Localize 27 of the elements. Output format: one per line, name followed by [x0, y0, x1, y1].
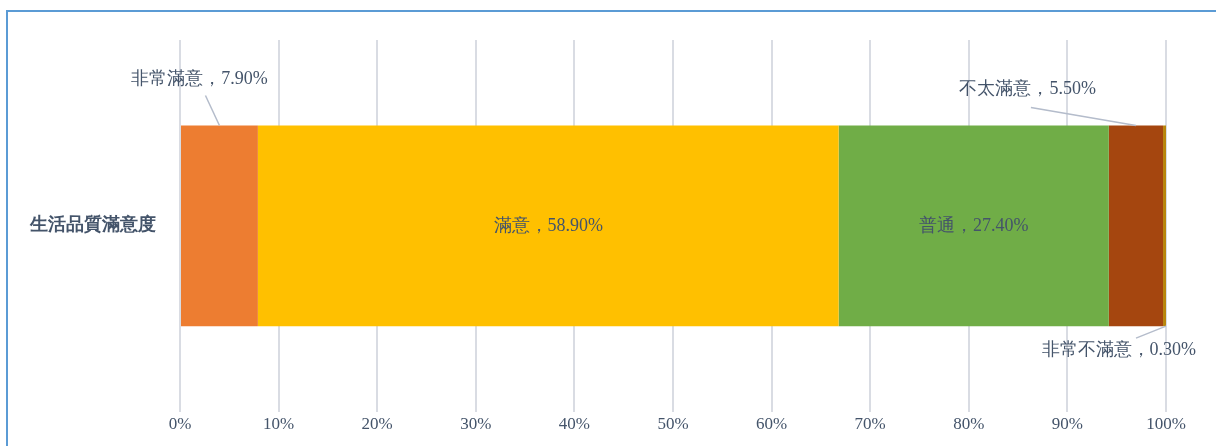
x-tick-label: 10%: [263, 414, 295, 434]
x-tick-label: 70%: [854, 414, 886, 434]
x-tick-label: 0%: [168, 414, 192, 434]
series-label: 普通: [918, 214, 955, 235]
series-label: 滿意: [493, 214, 530, 235]
x-tick-label: 40%: [558, 414, 590, 434]
x-tick-label: 80%: [953, 414, 985, 434]
bar: [257, 125, 839, 327]
bar: [1108, 125, 1164, 327]
bar: [838, 125, 1109, 327]
x-tick-label: 50%: [657, 414, 689, 434]
text: 不太滿意: [959, 78, 1032, 99]
data-label: ，7.90%: [203, 68, 268, 89]
series-label: 非常不滿意: [1041, 338, 1132, 359]
bar: [181, 125, 258, 327]
x-tick-label: 90%: [1051, 414, 1083, 434]
y-tick-label: 生活品質滿意度: [29, 214, 156, 235]
x-tick-label: 20%: [361, 414, 393, 434]
data-label: ，27.40%: [954, 214, 1029, 235]
data-label: ，58.90%: [529, 214, 604, 235]
data-label: ，5.50%: [1031, 78, 1096, 99]
text: 非常滿意: [131, 68, 204, 89]
data-label: ，0.30%: [1131, 338, 1197, 359]
x-tick-label: 60%: [756, 414, 788, 434]
x-tick-label: 100%: [1146, 414, 1186, 434]
bar: [1163, 125, 1166, 327]
x-tick-label: 30%: [460, 414, 492, 434]
